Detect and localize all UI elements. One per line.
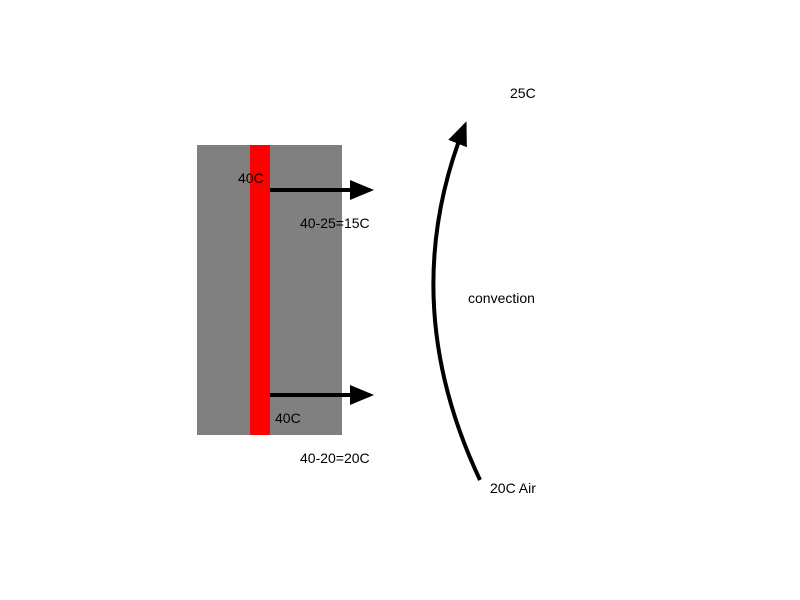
label-delta-top: 40-25=15C <box>300 215 370 231</box>
label-temp-top-outlet: 25C <box>510 85 536 101</box>
diagram-container: 25C 40C 40-25=15C convection 40C 40-20=2… <box>0 0 800 600</box>
arrows-svg <box>0 0 800 600</box>
label-temp-wall-bottom: 40C <box>275 410 301 426</box>
heat-source <box>250 145 270 435</box>
label-delta-bottom: 40-20=20C <box>300 450 370 466</box>
label-temp-wall-top: 40C <box>238 170 264 186</box>
label-temp-air-inlet: 20C Air <box>490 480 536 496</box>
label-convection: convection <box>468 290 535 306</box>
